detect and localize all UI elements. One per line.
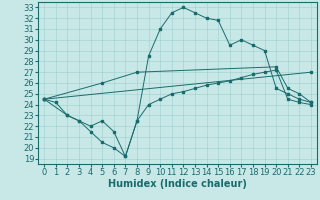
X-axis label: Humidex (Indice chaleur): Humidex (Indice chaleur) <box>108 179 247 189</box>
